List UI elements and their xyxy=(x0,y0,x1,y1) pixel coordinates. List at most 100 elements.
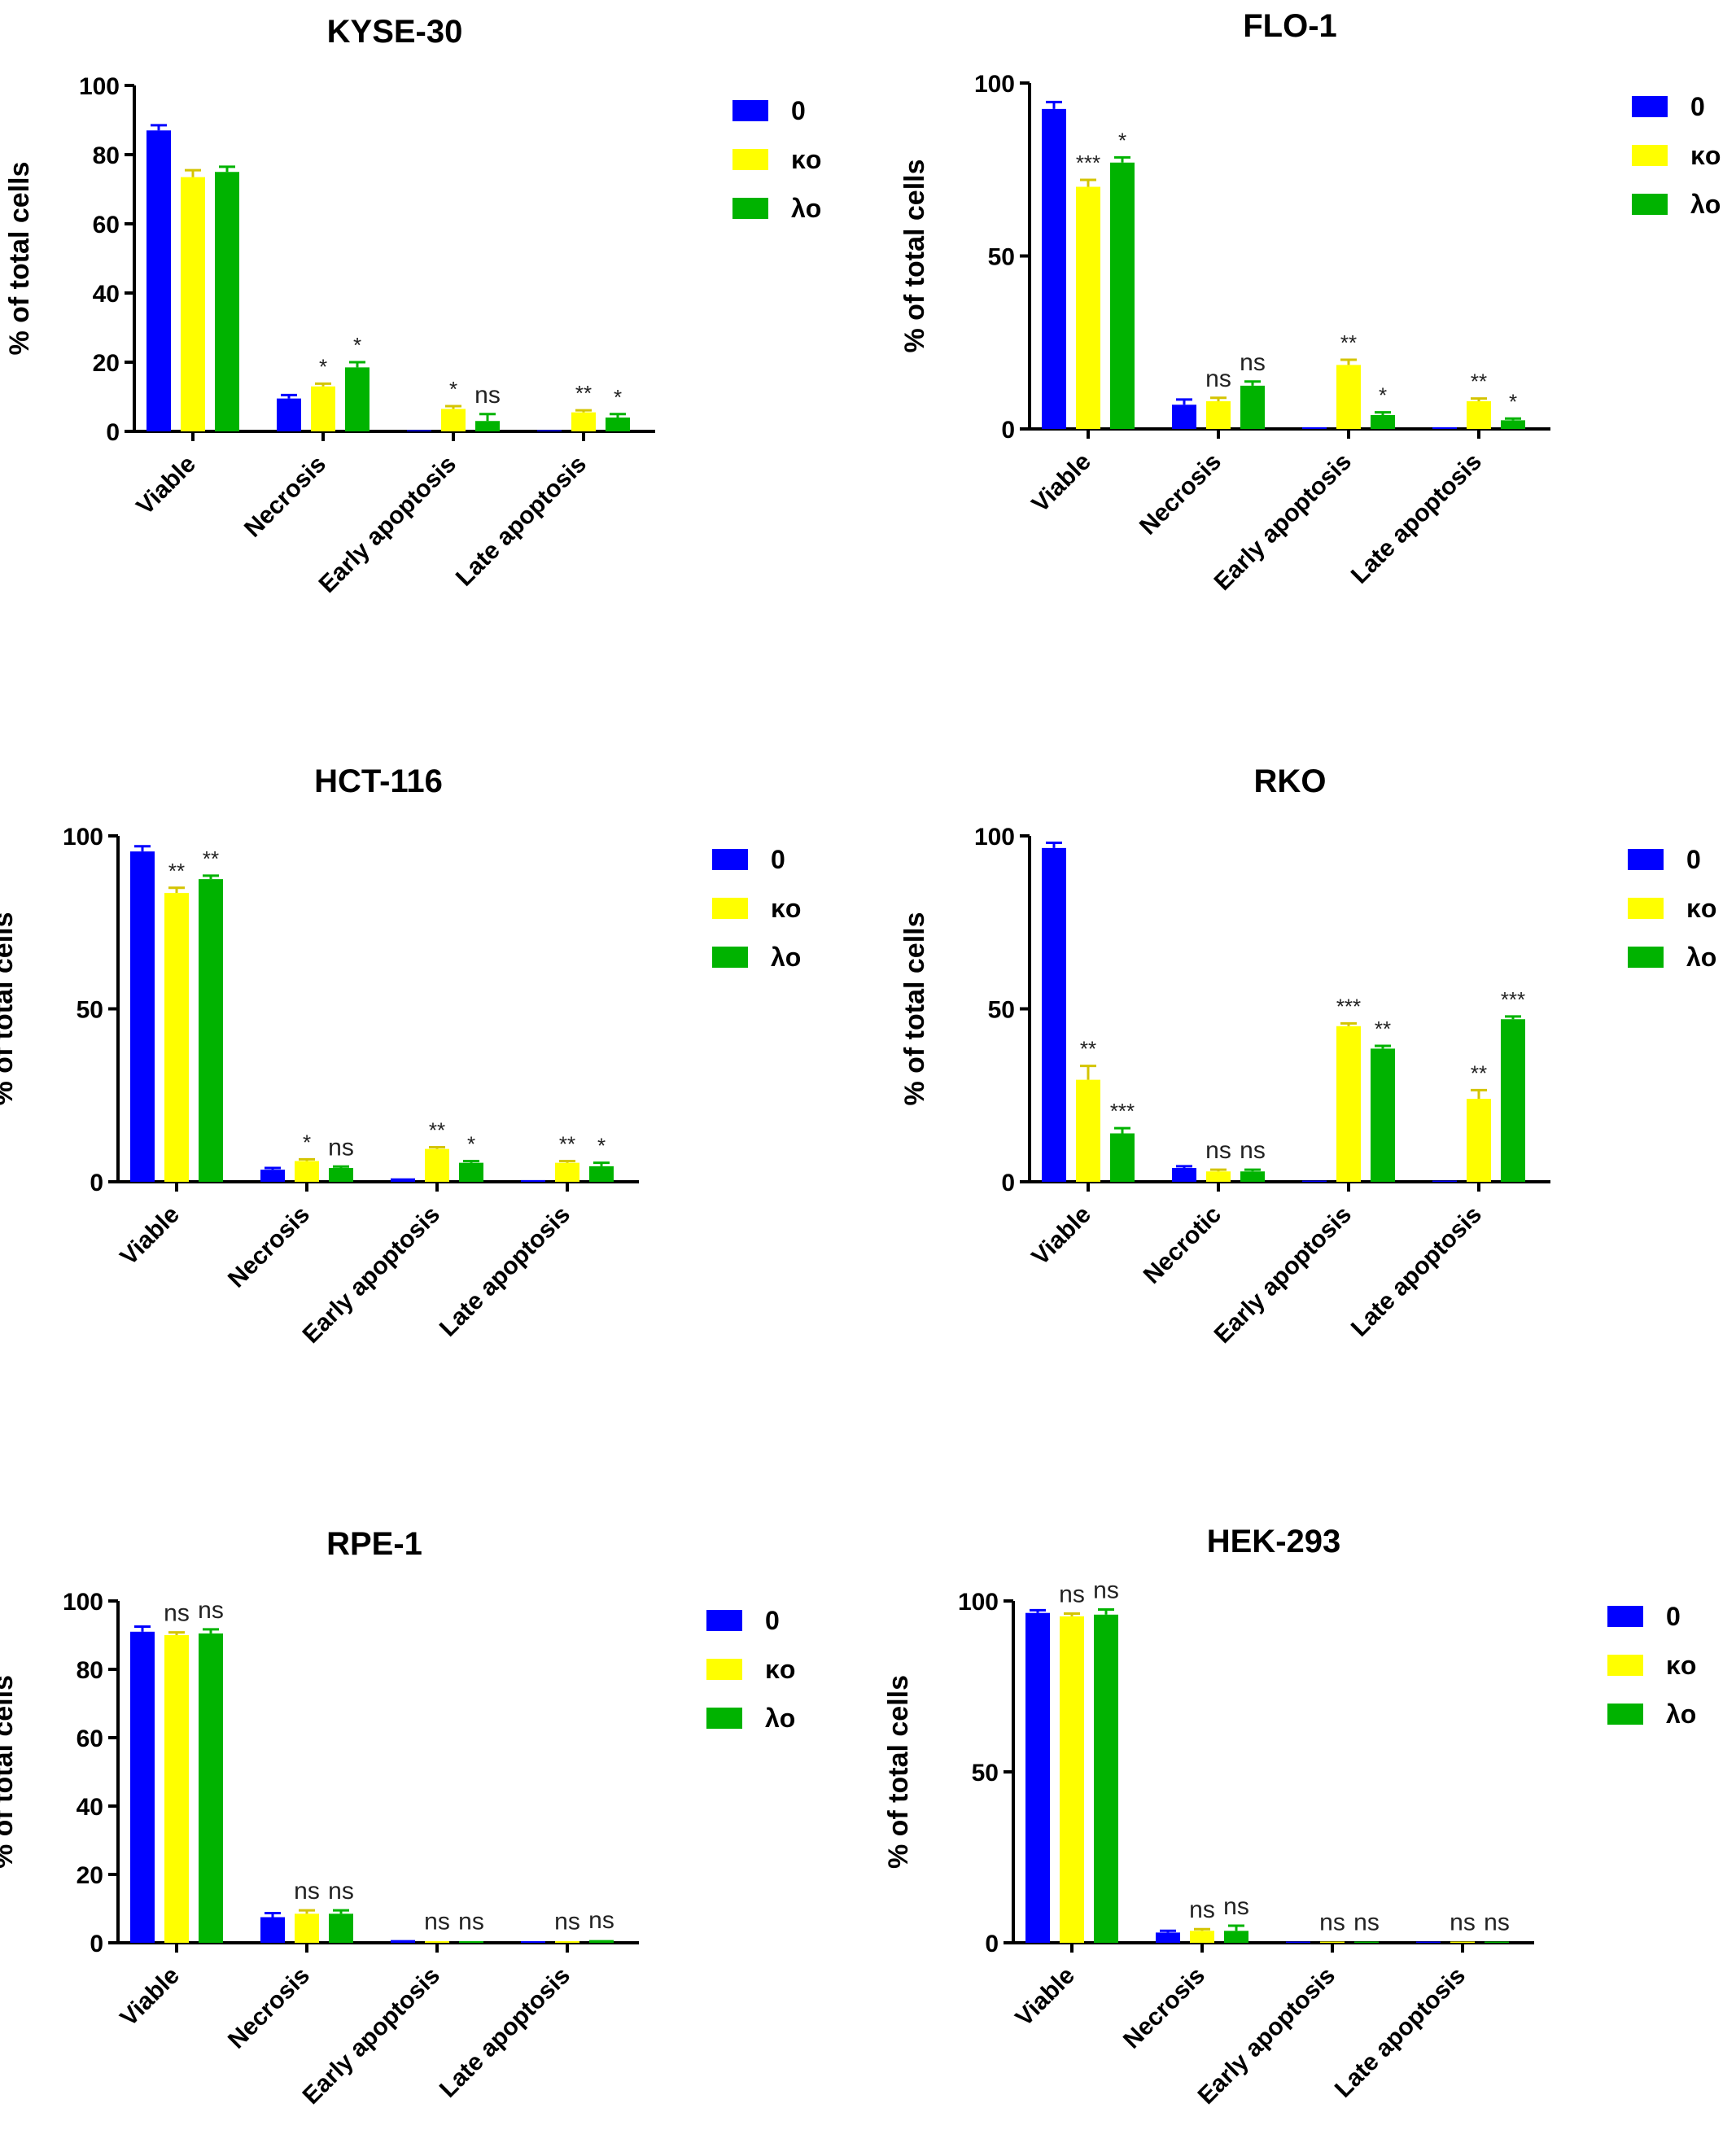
significance-label: ** xyxy=(1340,330,1357,355)
significance-label: ns xyxy=(1223,1893,1249,1920)
legend-label: λo xyxy=(1666,1699,1696,1729)
bar-viable-lambda xyxy=(199,879,223,1182)
legend-label: κo xyxy=(791,145,821,174)
bar-early-apoptosis-lambda xyxy=(475,421,500,431)
significance-label: ns xyxy=(1093,1577,1119,1604)
x-tick-label: Late apoptosis xyxy=(1346,1201,1487,1342)
significance-label: ** xyxy=(1471,1061,1487,1085)
y-tick-label: 80 xyxy=(93,142,120,169)
significance-label: ** xyxy=(575,381,592,405)
bar-necrosis-lambda xyxy=(1224,1931,1248,1943)
bar-late-apoptosis-control xyxy=(1432,1180,1457,1182)
y-axis-title: % of total cells xyxy=(0,1675,19,1869)
bar-late-apoptosis-lambda xyxy=(1501,1019,1525,1182)
legend-label: λo xyxy=(771,943,801,972)
legend-label: λo xyxy=(791,194,821,223)
bar-early-apoptosis-control xyxy=(391,1940,415,1943)
y-tick-label: 100 xyxy=(958,1589,999,1616)
bar-necrosis-kappa xyxy=(295,1161,319,1182)
bar-necrosis-control xyxy=(260,1170,285,1182)
bar-viable-kappa xyxy=(1076,1079,1100,1182)
bar-necrosis-control xyxy=(1156,1932,1180,1943)
significance-label: * xyxy=(1509,389,1517,413)
significance-label: ns xyxy=(1205,365,1231,392)
significance-label: * xyxy=(353,333,361,357)
chart-rpe-1: RPE-1% of total cells020406080100nsnsVia… xyxy=(0,1526,795,2110)
significance-label: ns xyxy=(328,1878,354,1905)
bar-necrosis-control xyxy=(260,1917,285,1943)
significance-label: ns xyxy=(1240,349,1266,376)
significance-label: * xyxy=(1118,128,1126,152)
bar-early-apoptosis-lambda xyxy=(1354,1941,1379,1943)
bar-late-apoptosis-control xyxy=(1416,1941,1441,1943)
bar-late-apoptosis-lambda xyxy=(1501,420,1525,429)
y-tick-label: 0 xyxy=(90,1931,103,1957)
significance-label: *** xyxy=(1336,994,1361,1018)
x-tick-label: Viable xyxy=(116,1962,185,2032)
significance-label: ns xyxy=(1189,1896,1215,1923)
bar-necrotic-kappa xyxy=(1206,1171,1231,1182)
legend-label: κo xyxy=(1686,894,1716,923)
bar-necrosis-lambda xyxy=(345,367,370,431)
legend-swatch-control xyxy=(1628,849,1664,870)
bar-late-apoptosis-control xyxy=(537,430,562,431)
x-tick-label: Early apoptosis xyxy=(298,1962,445,2110)
y-tick-label: 100 xyxy=(974,71,1015,98)
significance-label: ns xyxy=(1319,1909,1345,1935)
y-tick-label: 40 xyxy=(93,281,120,308)
x-tick-label: Necrosis xyxy=(239,451,331,543)
significance-label: ** xyxy=(429,1118,445,1143)
bar-late-apoptosis-lambda xyxy=(1485,1941,1509,1943)
legend-label: κo xyxy=(1690,141,1721,170)
y-tick-label: 0 xyxy=(985,1931,999,1957)
x-tick-label: Necrosis xyxy=(1118,1962,1210,2054)
significance-label: * xyxy=(597,1134,606,1158)
bar-late-apoptosis-lambda xyxy=(589,1940,614,1943)
y-tick-label: 50 xyxy=(988,244,1015,271)
x-tick-label: Late apoptosis xyxy=(1330,1962,1471,2103)
chart-title: HCT-116 xyxy=(314,763,443,799)
bar-early-apoptosis-control xyxy=(1286,1941,1310,1943)
bar-early-apoptosis-control xyxy=(1302,426,1327,429)
bar-viable-control xyxy=(130,1631,155,1943)
significance-label: ns xyxy=(198,1597,224,1624)
legend-swatch-control xyxy=(1632,96,1668,117)
bar-necrotic-lambda xyxy=(1240,1171,1265,1182)
y-tick-label: 100 xyxy=(63,1589,103,1616)
y-tick-label: 0 xyxy=(1001,1170,1015,1196)
bar-late-apoptosis-lambda xyxy=(606,418,630,431)
y-tick-label: 40 xyxy=(77,1794,103,1821)
legend-swatch-lambda xyxy=(732,198,768,219)
significance-label: ns xyxy=(1450,1909,1476,1935)
bar-viable-kappa xyxy=(164,1635,189,1943)
chart-flo-1: FLO-1% of total cells050100****Viablensn… xyxy=(899,8,1721,596)
y-tick-label: 50 xyxy=(77,997,103,1024)
bar-necrosis-lambda xyxy=(329,1168,353,1182)
bar-early-apoptosis-kappa xyxy=(1336,1026,1361,1182)
chart-title: RKO xyxy=(1254,763,1327,799)
legend-label: 0 xyxy=(771,845,785,874)
bar-viable-lambda xyxy=(199,1633,223,1943)
chart-title: RPE-1 xyxy=(326,1526,422,1562)
legend-swatch-control xyxy=(712,849,748,870)
bar-viable-kappa xyxy=(164,893,189,1182)
y-axis-title: % of total cells xyxy=(0,912,19,1105)
y-tick-label: 80 xyxy=(77,1657,103,1684)
x-tick-label: Early apoptosis xyxy=(1209,448,1357,596)
legend-label: 0 xyxy=(791,96,806,125)
bar-viable-lambda xyxy=(1110,162,1135,429)
legend-swatch-control xyxy=(1607,1606,1643,1627)
significance-label: * xyxy=(449,377,457,401)
x-tick-label: Necrosis xyxy=(1135,448,1227,540)
legend-label: 0 xyxy=(765,1606,780,1635)
chart-title: KYSE-30 xyxy=(327,14,463,50)
legend-label: κo xyxy=(1666,1651,1696,1680)
bar-early-apoptosis-kappa xyxy=(441,409,466,431)
x-tick-label: Late apoptosis xyxy=(435,1201,575,1342)
legend-swatch-kappa xyxy=(712,898,748,919)
significance-label: ns xyxy=(474,382,501,409)
legend-label: λo xyxy=(1690,190,1721,219)
legend-swatch-kappa xyxy=(1632,145,1668,166)
legend-swatch-lambda xyxy=(1628,947,1664,968)
legend-label: λo xyxy=(1686,943,1716,972)
